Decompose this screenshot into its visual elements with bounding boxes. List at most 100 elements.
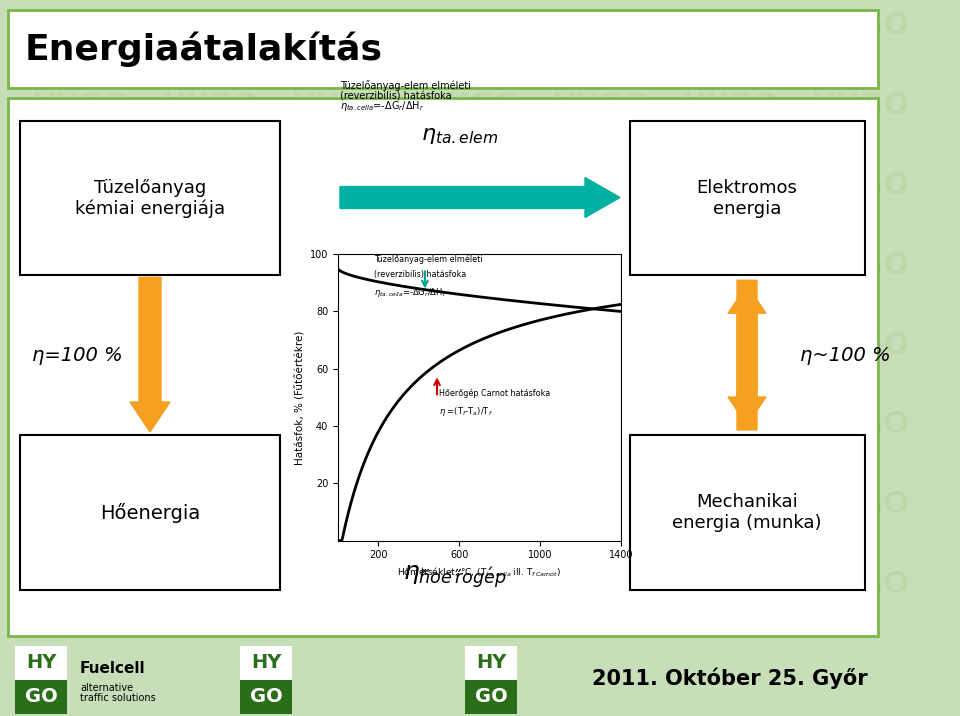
FancyBboxPatch shape <box>465 680 517 714</box>
Text: HYGO: HYGO <box>681 331 780 359</box>
Text: HYGO: HYGO <box>551 171 649 200</box>
Text: Elektromos
energia: Elektromos energia <box>697 179 798 218</box>
Text: HYGO: HYGO <box>420 171 519 200</box>
Text: η~100 %: η~100 % <box>800 346 891 364</box>
Text: (reverzibilis) hatásfoka: (reverzibilis) hatásfoka <box>374 270 467 279</box>
Text: HYGO: HYGO <box>681 251 780 280</box>
Text: HY: HY <box>251 654 281 672</box>
Text: HYGO: HYGO <box>31 570 130 599</box>
Text: HYGO: HYGO <box>681 570 780 599</box>
FancyBboxPatch shape <box>8 98 878 637</box>
FancyBboxPatch shape <box>15 680 67 714</box>
Text: HYGO: HYGO <box>551 490 649 519</box>
Text: HYGO: HYGO <box>161 490 259 519</box>
Text: HYGO: HYGO <box>291 331 389 359</box>
Text: HYGO: HYGO <box>551 570 649 599</box>
Text: HYGO: HYGO <box>681 11 780 40</box>
FancyBboxPatch shape <box>20 435 280 589</box>
FancyArrow shape <box>340 493 620 533</box>
FancyBboxPatch shape <box>240 646 292 680</box>
Text: HYGO: HYGO <box>291 410 389 440</box>
FancyBboxPatch shape <box>465 646 517 680</box>
Text: HY: HY <box>26 654 57 672</box>
Text: HYGO: HYGO <box>31 171 130 200</box>
FancyBboxPatch shape <box>630 121 865 276</box>
Text: HYGO: HYGO <box>420 490 519 519</box>
Text: Tüzelőanyag
kémiai energiája: Tüzelőanyag kémiai energiája <box>75 179 225 218</box>
Text: HYGO: HYGO <box>420 251 519 280</box>
Text: HYGO: HYGO <box>161 91 259 120</box>
Text: HYGO: HYGO <box>161 570 259 599</box>
FancyBboxPatch shape <box>20 121 280 276</box>
Text: HYGO: HYGO <box>681 171 780 200</box>
Text: HYGO: HYGO <box>551 331 649 359</box>
Text: HYGO: HYGO <box>420 91 519 120</box>
FancyArrow shape <box>130 277 170 432</box>
Text: traffic solutions: traffic solutions <box>80 693 156 703</box>
Text: HYGO: HYGO <box>161 410 259 440</box>
Text: HYGO: HYGO <box>811 490 909 519</box>
Text: $\mathit{\eta}_{h\H{o}e\,r\H{o}g\'{e}p}$: $\mathit{\eta}_{h\H{o}e\,r\H{o}g\'{e}p}$ <box>403 563 507 590</box>
X-axis label: Hőmérséklet, °C, (T$_{ta. cella}$ ill. T$_{f\,Carnot}$): Hőmérséklet, °C, (T$_{ta. cella}$ ill. T… <box>397 566 562 579</box>
Text: HYGO: HYGO <box>681 410 780 440</box>
FancyArrow shape <box>728 280 766 425</box>
Text: Hőenergia: Hőenergia <box>100 503 200 523</box>
Text: HYGO: HYGO <box>31 490 130 519</box>
FancyArrow shape <box>728 285 766 430</box>
Text: GO: GO <box>25 687 58 707</box>
Text: (reverzibilis) hatásfoka: (reverzibilis) hatásfoka <box>340 92 451 102</box>
Text: HYGO: HYGO <box>291 251 389 280</box>
Text: HYGO: HYGO <box>161 171 259 200</box>
Text: Energiaátalakítás: Energiaátalakítás <box>25 31 383 67</box>
Text: HYGO: HYGO <box>161 251 259 280</box>
Text: HYGO: HYGO <box>420 11 519 40</box>
Text: HYGO: HYGO <box>31 11 130 40</box>
Text: HYGO: HYGO <box>551 410 649 440</box>
Text: HYGO: HYGO <box>31 91 130 120</box>
FancyBboxPatch shape <box>240 680 292 714</box>
Text: HYGO: HYGO <box>291 91 389 120</box>
Text: HYGO: HYGO <box>811 331 909 359</box>
Text: HYGO: HYGO <box>811 171 909 200</box>
Text: HYGO: HYGO <box>551 251 649 280</box>
Text: HYGO: HYGO <box>31 331 130 359</box>
Text: $\eta_{ta.cella}$=-$\Delta$G$_r$/$\Delta$H$_r$: $\eta_{ta.cella}$=-$\Delta$G$_r$/$\Delta… <box>340 99 424 112</box>
Text: HYGO: HYGO <box>291 11 389 40</box>
Text: HYGO: HYGO <box>291 490 389 519</box>
FancyArrow shape <box>340 178 620 218</box>
Text: HY: HY <box>476 654 506 672</box>
Text: Fuelcell: Fuelcell <box>80 662 146 677</box>
Text: HYGO: HYGO <box>31 410 130 440</box>
Text: HYGO: HYGO <box>681 490 780 519</box>
FancyBboxPatch shape <box>15 646 67 680</box>
Text: HYGO: HYGO <box>420 410 519 440</box>
Text: Tüzelőanyag-elem elméleti: Tüzelőanyag-elem elméleti <box>340 79 471 91</box>
Text: HYGO: HYGO <box>161 331 259 359</box>
FancyBboxPatch shape <box>630 435 865 589</box>
Text: GO: GO <box>250 687 282 707</box>
Text: Hőerőgép Carnot hatásfoka: Hőerőgép Carnot hatásfoka <box>439 389 550 398</box>
Text: HYGO: HYGO <box>161 11 259 40</box>
Text: HYGO: HYGO <box>811 570 909 599</box>
Text: HYGO: HYGO <box>420 331 519 359</box>
Text: Tüzelőanyag-elem elméleti: Tüzelőanyag-elem elméleti <box>374 254 483 263</box>
Text: GO: GO <box>474 687 508 707</box>
Text: HYGO: HYGO <box>420 570 519 599</box>
Text: HYGO: HYGO <box>681 91 780 120</box>
FancyBboxPatch shape <box>8 10 878 88</box>
Text: $\eta$ =(T$_f$-T$_a$)/T$_f$: $\eta$ =(T$_f$-T$_a$)/T$_f$ <box>439 405 493 417</box>
Text: η=100 %: η=100 % <box>32 346 123 364</box>
Text: alternative: alternative <box>80 683 133 693</box>
Text: HYGO: HYGO <box>291 570 389 599</box>
Text: Mechanikai
energia (munka): Mechanikai energia (munka) <box>672 493 822 532</box>
Text: HYGO: HYGO <box>291 171 389 200</box>
Text: HYGO: HYGO <box>811 410 909 440</box>
Y-axis label: Hatásfok, % (Fűtőértékre): Hatásfok, % (Fűtőértékre) <box>295 330 305 465</box>
Text: HYGO: HYGO <box>811 251 909 280</box>
Text: HYGO: HYGO <box>811 11 909 40</box>
Text: 2011. Október 25. Győr: 2011. Október 25. Győr <box>592 667 868 689</box>
Text: HYGO: HYGO <box>551 91 649 120</box>
Text: $\eta_{ta.cella}$=-$\Delta$G$_r$/$\Delta$H$_r$: $\eta_{ta.cella}$=-$\Delta$G$_r$/$\Delta… <box>374 286 447 299</box>
Text: HYGO: HYGO <box>551 11 649 40</box>
Text: $\mathit{\eta}_{ta. elem}$: $\mathit{\eta}_{ta. elem}$ <box>421 126 498 145</box>
